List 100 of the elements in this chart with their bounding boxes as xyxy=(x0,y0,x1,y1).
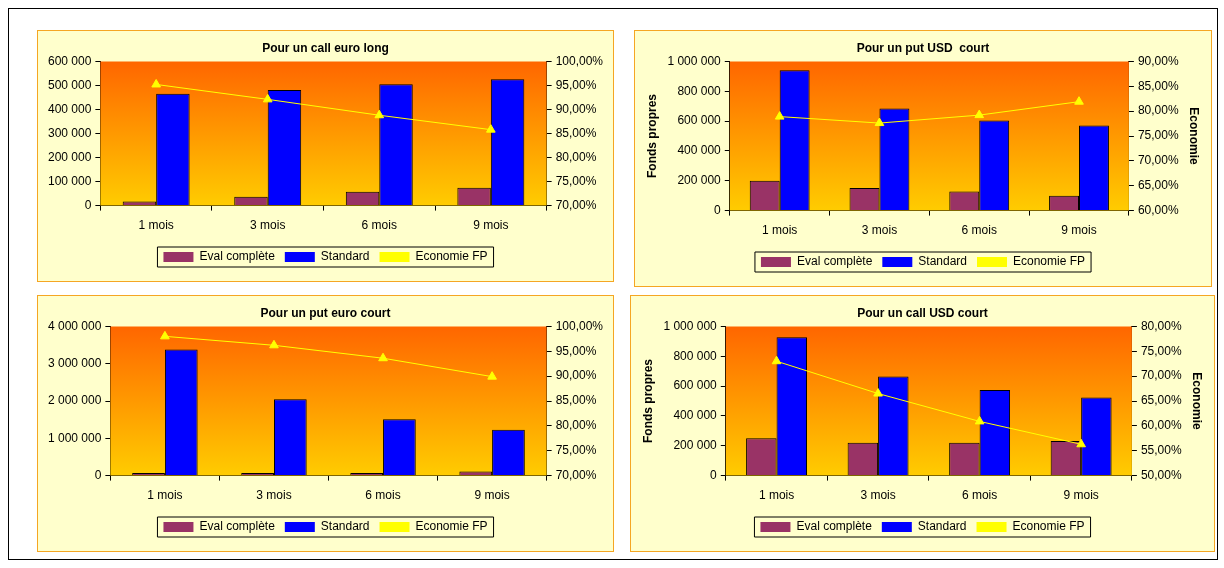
y2-tick-label: 75,00% xyxy=(1137,128,1179,143)
y2-tick-label: 80,00% xyxy=(1137,103,1179,118)
y2-tick-label: 75,00% xyxy=(555,443,597,458)
y-tick-label: 800 000 xyxy=(677,83,722,98)
y2-tick-label: 85,00% xyxy=(555,125,597,140)
y2-tick-label: 80,00% xyxy=(555,149,597,164)
y-tick-label: 2 000 000 xyxy=(47,393,102,408)
legend-label: Eval complète xyxy=(796,254,873,269)
y-tick-label: 200 000 xyxy=(673,438,718,453)
y2-tick-label: 85,00% xyxy=(1137,78,1179,93)
y2-tick-label: 90,00% xyxy=(555,101,597,116)
y-tick-label: 400 000 xyxy=(677,143,722,158)
y2-tick-label: 70,00% xyxy=(1137,153,1179,168)
y2-tick-label: 70,00% xyxy=(555,467,597,482)
y-tick-label: 400 000 xyxy=(673,408,718,423)
point xyxy=(151,78,161,88)
y-tick-label: 1 000 000 xyxy=(663,318,718,333)
y2-tick-label: 95,00% xyxy=(555,343,597,358)
y2-tick-label: 75,00% xyxy=(555,173,597,188)
y-tick-label: 4 000 000 xyxy=(47,318,102,333)
x-tick-label: 3 mois xyxy=(250,218,286,233)
y-axis-title: Fonds propres xyxy=(644,93,659,179)
y2-tick-label: 65,00% xyxy=(1140,393,1182,408)
legend-label: Standard xyxy=(320,249,370,264)
y2-tick-label: 55,00% xyxy=(1140,443,1182,458)
point xyxy=(374,109,385,119)
legend-label: Standard xyxy=(320,519,370,534)
y2-tick-label: 95,00% xyxy=(555,77,597,92)
y2-tick-label: 85,00% xyxy=(555,393,597,408)
point xyxy=(974,415,985,425)
legend-label: Economie FP xyxy=(1013,254,1086,269)
point xyxy=(262,93,273,103)
y2-tick-label: 90,00% xyxy=(555,368,597,383)
y-tick-label: 300 000 xyxy=(47,125,92,140)
y2-tick-label: 50,00% xyxy=(1140,467,1182,482)
chart-title: Pour un put USD court xyxy=(856,40,990,55)
x-tick-label: 6 mois xyxy=(361,218,397,233)
y2-axis-title: Economie xyxy=(1187,107,1202,165)
chart-title: Pour un call euro long xyxy=(262,40,389,55)
chart-title: Pour un put euro court xyxy=(260,305,391,320)
x-tick-label: 6 mois xyxy=(961,488,998,503)
legend-label: Standard xyxy=(918,254,968,269)
point xyxy=(269,339,279,349)
y2-tick-label: 65,00% xyxy=(1137,178,1179,193)
point xyxy=(487,371,497,380)
legend-label: Eval complète xyxy=(796,519,873,534)
point xyxy=(874,117,885,127)
y-tick-label: 200 000 xyxy=(677,173,722,188)
y2-tick-label: 80,00% xyxy=(1140,318,1182,333)
y-tick-label: 500 000 xyxy=(47,77,92,92)
y2-tick-label: 70,00% xyxy=(555,197,597,212)
y-tick-label: 100 000 xyxy=(47,173,92,188)
y2-tick-label: 60,00% xyxy=(1137,202,1179,217)
x-tick-label: 6 mois xyxy=(961,223,997,238)
point xyxy=(771,355,782,365)
point xyxy=(774,111,785,120)
x-tick-label: 9 mois xyxy=(473,218,509,233)
y2-tick-label: 100,00% xyxy=(555,318,604,333)
legend-label: Eval complète xyxy=(199,519,276,534)
point xyxy=(1074,96,1084,105)
y-tick-label: 0 xyxy=(84,197,92,212)
point xyxy=(1076,438,1086,448)
point xyxy=(486,124,496,133)
y-tick-label: 3 000 000 xyxy=(47,356,102,371)
chart-title: Pour un call USD court xyxy=(857,305,988,320)
y2-tick-label: 70,00% xyxy=(1140,368,1182,383)
point xyxy=(974,109,985,119)
y2-tick-label: 90,00% xyxy=(1137,53,1179,68)
y2-tick-label: 100,00% xyxy=(555,53,604,68)
legend-label: Economie FP xyxy=(415,519,488,534)
x-tick-label: 3 mois xyxy=(860,488,896,503)
x-tick-label: 1 mois xyxy=(138,218,174,233)
y-tick-label: 0 xyxy=(710,467,718,482)
x-tick-label: 6 mois xyxy=(365,488,401,503)
x-tick-label: 1 mois xyxy=(762,223,798,238)
legend-label: Eval complète xyxy=(199,249,276,264)
y-tick-label: 800 000 xyxy=(673,348,718,363)
y2-axis-title: Economie xyxy=(1190,372,1205,430)
x-tick-label: 3 mois xyxy=(256,488,292,503)
y-tick-label: 400 000 xyxy=(47,101,92,116)
y2-tick-label: 80,00% xyxy=(555,418,597,433)
x-tick-label: 1 mois xyxy=(758,488,795,503)
x-tick-label: 3 mois xyxy=(861,223,898,238)
y-tick-label: 600 000 xyxy=(673,378,718,393)
y-tick-label: 0 xyxy=(714,202,722,217)
y2-tick-label: 60,00% xyxy=(1140,418,1182,433)
x-tick-label: 1 mois xyxy=(147,488,183,503)
y-tick-label: 0 xyxy=(94,467,102,482)
y2-tick-label: 75,00% xyxy=(1140,343,1182,358)
y-tick-label: 200 000 xyxy=(47,149,92,164)
point xyxy=(873,388,883,397)
x-tick-label: 9 mois xyxy=(474,488,510,503)
y-tick-label: 1 000 000 xyxy=(667,53,722,68)
y-axis-title: Fonds propres xyxy=(640,358,655,444)
x-tick-label: 9 mois xyxy=(1061,223,1097,238)
legend-label: Economie FP xyxy=(415,249,488,264)
legend-label: Standard xyxy=(917,519,967,534)
y-tick-label: 1 000 000 xyxy=(47,430,102,445)
legend-label: Economie FP xyxy=(1012,519,1085,534)
point xyxy=(378,352,388,362)
